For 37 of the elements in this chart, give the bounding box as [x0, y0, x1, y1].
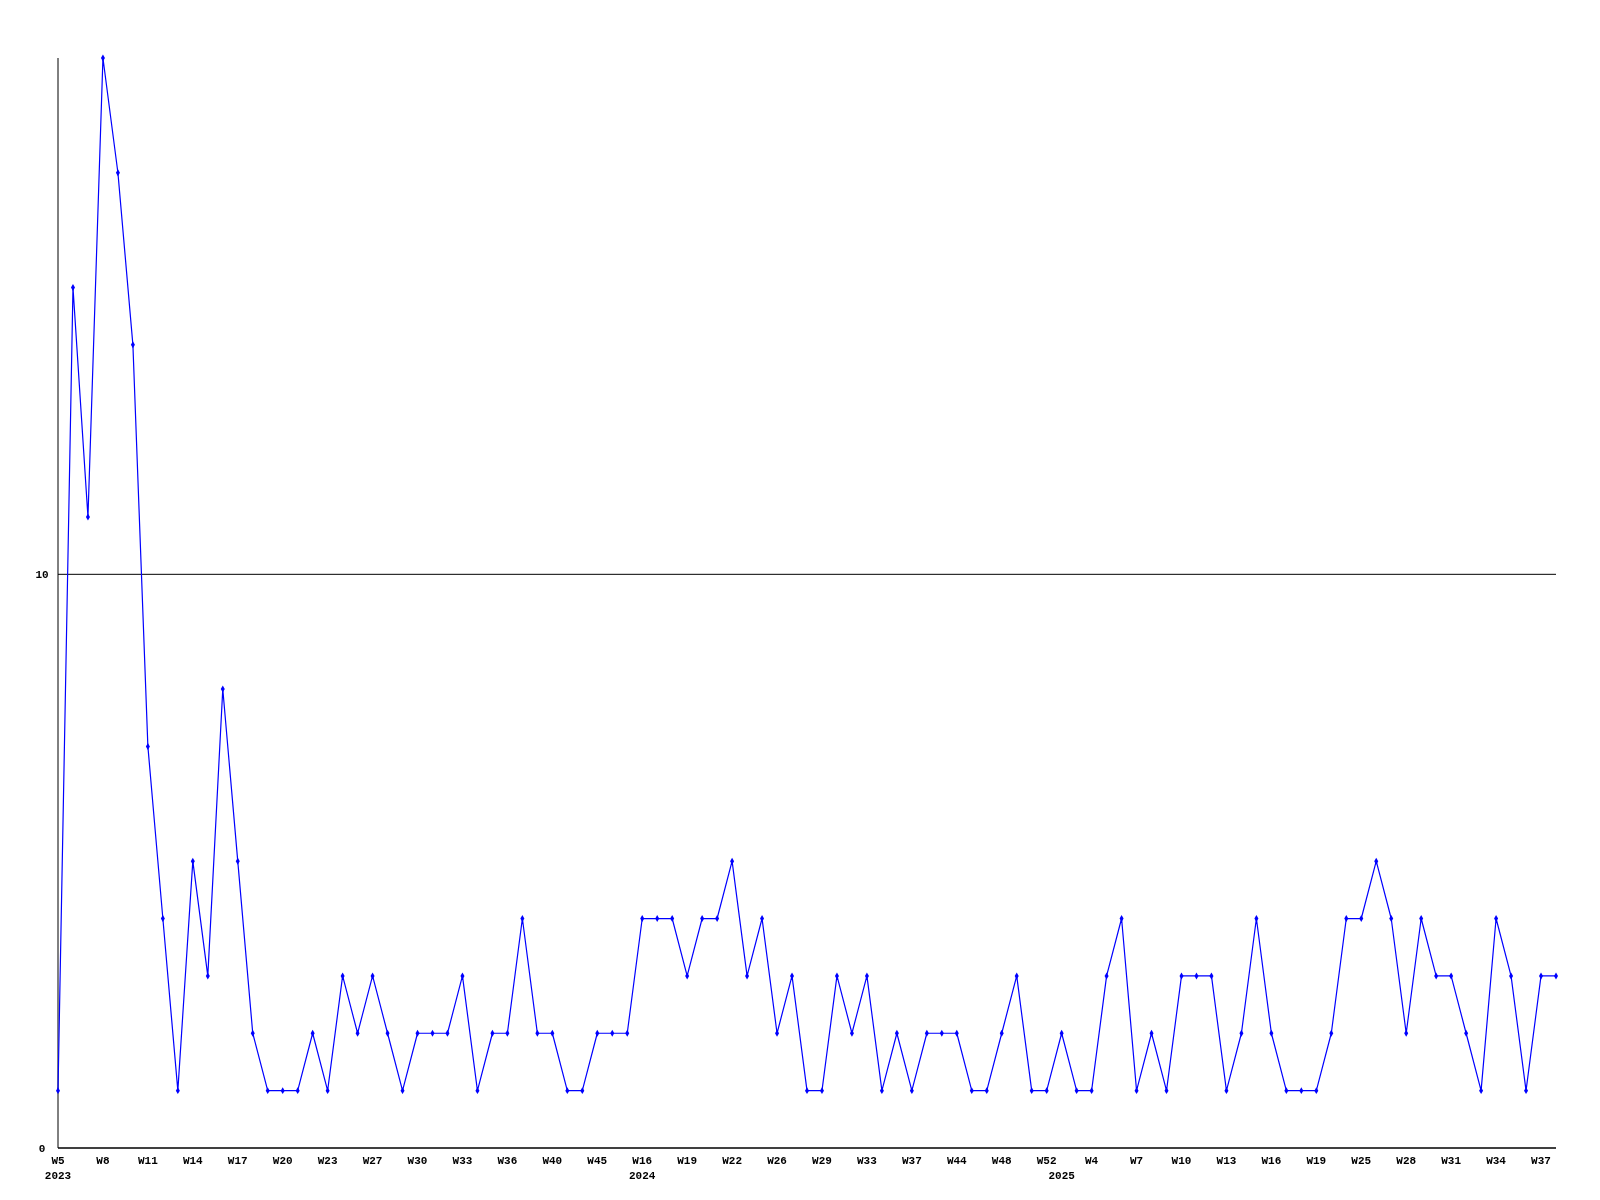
x-tick-label: W23	[317, 1155, 338, 1167]
x-tick-label: 2025	[1048, 1170, 1076, 1182]
x-tick-label: W10	[1171, 1155, 1192, 1167]
y-tick-label: 0	[38, 1142, 46, 1155]
x-tick-label: W37	[901, 1155, 922, 1167]
x-tick-label: W40	[542, 1155, 563, 1167]
x-tick-label: W19	[677, 1155, 698, 1167]
x-tick-label: W4	[1085, 1155, 1099, 1167]
x-tick-label: W31	[1441, 1155, 1462, 1167]
x-tick-label: W11	[137, 1155, 159, 1167]
y-tick-label: 10	[35, 569, 49, 582]
x-tick-label: W16	[1261, 1155, 1282, 1167]
x-tick-label: W48	[991, 1155, 1013, 1167]
x-tick-label: W22	[722, 1155, 743, 1167]
x-tick-label: W34	[1486, 1155, 1507, 1167]
x-tick-label: W28	[1396, 1155, 1417, 1167]
x-tick-label: W37	[1531, 1155, 1551, 1167]
x-tick-label: W33	[452, 1155, 473, 1167]
x-tick-label: W20	[272, 1155, 293, 1167]
x-tick-label: W5 2023	[44, 1155, 72, 1182]
x-tick-label: W7	[1129, 1155, 1144, 1167]
x-tick-label: W36	[497, 1155, 518, 1167]
x-tick-label: W13	[1216, 1155, 1237, 1167]
x-tick-label: W27	[362, 1155, 383, 1167]
x-tick-label: W8	[96, 1155, 110, 1167]
x-tick-label: W33	[857, 1155, 878, 1167]
x-tick-label: W25	[1351, 1155, 1372, 1167]
x-tick-label: W14	[182, 1155, 204, 1167]
x-tick-label: W52	[1036, 1155, 1057, 1167]
x-tick-label: W29	[812, 1155, 832, 1167]
x-tick-label: W30	[407, 1155, 428, 1167]
x-tick-label: W16 2024	[629, 1155, 656, 1182]
x-tick-label: W19	[1306, 1155, 1327, 1167]
x-tick-label: W44	[946, 1155, 968, 1167]
x-tick-label: W45	[587, 1155, 608, 1167]
x-tick-label: W17	[227, 1155, 248, 1167]
x-tick-label: W26	[767, 1155, 787, 1167]
